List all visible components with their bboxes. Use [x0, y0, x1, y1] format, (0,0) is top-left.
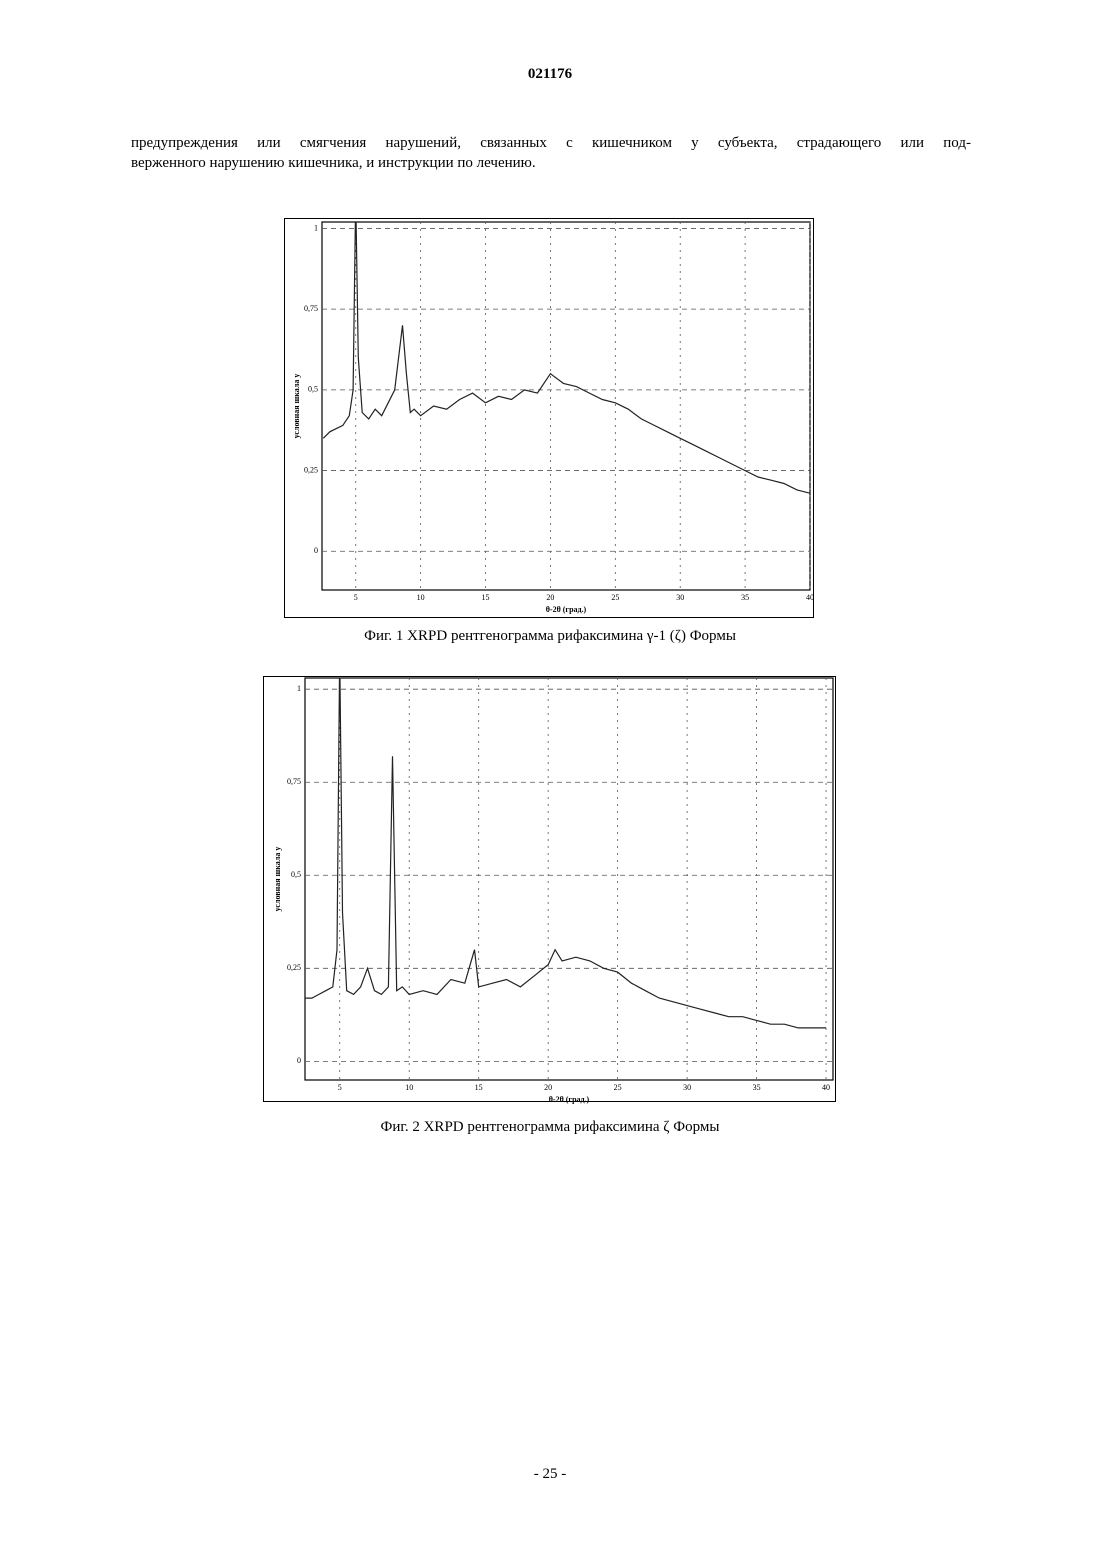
- y-tick-label: 0: [314, 546, 318, 555]
- text-line: предупреждения или смягчения нарушений, …: [131, 133, 971, 153]
- y-tick-label: 0,75: [304, 304, 318, 313]
- y-tick-label: 0,25: [287, 963, 301, 972]
- frame: [285, 219, 814, 618]
- caption: Фиг. 1 XRPD рентгенограмма рифаксимина γ…: [0, 628, 1100, 645]
- x-tick-label: 35: [753, 1083, 761, 1092]
- y-tick-label: 1: [314, 223, 318, 232]
- x-tick-label: 40: [822, 1083, 830, 1092]
- y-tick-label: 0,5: [308, 385, 318, 394]
- x-tick-label: 20: [544, 1083, 552, 1092]
- page-number: - 25 -: [0, 1466, 1100, 1483]
- paragraph: предупреждения или смягчения нарушений, …: [131, 133, 971, 173]
- x-tick-label: 25: [611, 593, 619, 602]
- text-line: верженного нарушению кишечника, и инстру…: [131, 153, 971, 173]
- doc-number: 021176: [0, 66, 1100, 83]
- xrpd-trace: [323, 218, 810, 493]
- x-tick-label: 10: [417, 593, 425, 602]
- x-tick-label: 15: [475, 1083, 483, 1092]
- x-tick-label: 10: [405, 1083, 413, 1092]
- x-tick-label: 30: [676, 593, 684, 602]
- y-axis-label: условная шкала у: [273, 847, 282, 912]
- x-tick-label: 35: [741, 593, 749, 602]
- frame: [264, 677, 836, 1102]
- x-axis-label: θ-2θ (град.): [546, 605, 587, 614]
- x-axis-label: θ-2θ (град.): [549, 1095, 590, 1104]
- caption: Фиг. 2 XRPD рентгенограмма рифаксимина ζ…: [0, 1119, 1100, 1136]
- y-tick-label: 0: [297, 1056, 301, 1065]
- plot-area: [322, 222, 810, 590]
- x-tick-label: 40: [806, 593, 814, 602]
- y-tick-label: 0,5: [291, 870, 301, 879]
- x-tick-label: 20: [546, 593, 554, 602]
- x-tick-label: 5: [338, 1083, 342, 1092]
- x-tick-label: 30: [683, 1083, 691, 1092]
- chart: 5 10 15 20 25 30 35 40 0 0,25 0,5 0,75 1 условная шка…: [284, 218, 814, 620]
- x-tick-label: 25: [614, 1083, 622, 1092]
- y-axis-label: условная шкала у: [292, 374, 301, 439]
- y-tick-label: 1: [297, 684, 301, 693]
- x-tick-label: 15: [482, 593, 490, 602]
- chart: 5 10 15 20 25 30 35 40 0 0,25 0,5 0,75 1 условная шка…: [263, 676, 836, 1104]
- xrpd-trace: [305, 676, 826, 1028]
- y-tick-label: 0,75: [287, 777, 301, 786]
- page: 021176 предупреждения или смягчения нару…: [0, 0, 1100, 1556]
- x-tick-label: 5: [354, 593, 358, 602]
- y-tick-label: 0,25: [304, 465, 318, 474]
